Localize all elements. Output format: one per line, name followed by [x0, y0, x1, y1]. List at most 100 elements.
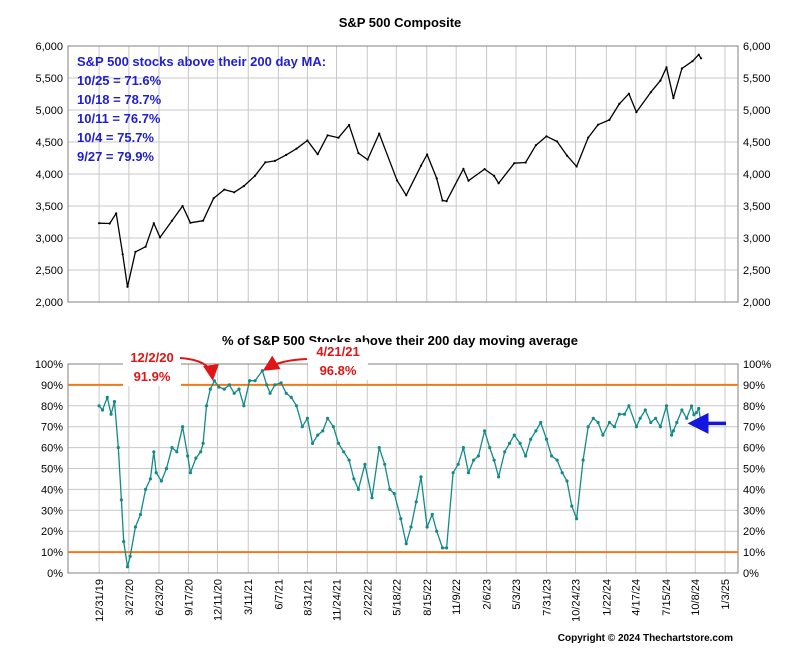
- x-tick-label: 9/17/20: [183, 579, 195, 616]
- breadth-point: [242, 404, 246, 408]
- breadth-point: [112, 400, 117, 404]
- sp500-point: [608, 118, 611, 121]
- breadth-point: [430, 512, 434, 517]
- breadth-point: [492, 458, 496, 462]
- sp500-point: [316, 153, 319, 156]
- breadth-point: [181, 425, 185, 429]
- sp500-point: [497, 182, 500, 185]
- sp500-point: [98, 222, 101, 225]
- breadth-point: [133, 525, 137, 529]
- breadth-point: [186, 454, 190, 458]
- breadth-point: [377, 446, 381, 450]
- breadth-point: [570, 504, 574, 508]
- sp500-point: [697, 53, 700, 56]
- y-tick-label-left: 10%: [41, 547, 63, 559]
- x-tick-label: 7/15/24: [661, 579, 673, 616]
- x-tick-label: 6/7/21: [273, 579, 285, 610]
- y-tick-label-right: 2,000: [743, 297, 771, 309]
- plot-frame: [67, 363, 739, 574]
- breadth-point: [692, 413, 696, 417]
- y-tick-label-left: 20%: [41, 526, 63, 538]
- x-tick-label: 4/17/24: [631, 579, 643, 616]
- y-tick-label-left: 0%: [47, 568, 63, 580]
- breadth-point: [316, 433, 320, 437]
- breadth-point: [425, 525, 429, 529]
- breadth-point: [694, 411, 698, 415]
- sp500-point: [426, 153, 429, 156]
- breadth-point: [159, 479, 163, 483]
- annotation-reading: 10/11 = 76.7%: [77, 111, 161, 126]
- breadth-point: [370, 496, 374, 500]
- breadth-point: [627, 404, 631, 408]
- sp500-point: [597, 123, 600, 126]
- sp500-point: [212, 197, 215, 200]
- copyright-text: Copyright © 2024 Thechartstore.com: [558, 633, 733, 644]
- sp500-point: [223, 188, 226, 191]
- breadth-point: [347, 458, 351, 462]
- sp500-point: [435, 177, 438, 180]
- annotation-date: 12/2/20: [130, 350, 173, 365]
- y-tick-label-right: 90%: [743, 380, 765, 392]
- breadth-point: [321, 429, 325, 433]
- sp500-point: [306, 139, 309, 142]
- sp500-point: [337, 136, 340, 139]
- breadth-point: [544, 437, 549, 441]
- sp500-point: [233, 191, 236, 194]
- breadth-point: [461, 446, 465, 450]
- y-tick-label-left: 80%: [41, 401, 63, 413]
- breadth-point: [472, 458, 476, 462]
- breadth-point: [289, 395, 293, 399]
- breadth-point: [414, 500, 418, 504]
- annotation-reading: 9/27 = 79.9%: [77, 149, 154, 164]
- breadth-point: [392, 492, 396, 496]
- sp500-point: [295, 147, 298, 150]
- breadth-point: [260, 369, 264, 373]
- breadth-point: [550, 454, 554, 458]
- breadth-point: [518, 441, 522, 445]
- sp500-point: [665, 66, 668, 69]
- breadth-point: [555, 458, 559, 462]
- x-tick-label: 5/18/22: [391, 579, 403, 616]
- breadth-point: [273, 383, 277, 387]
- breadth-point: [671, 429, 676, 433]
- breadth-point: [294, 404, 299, 408]
- breadth-point: [122, 540, 126, 544]
- breadth-point: [581, 458, 585, 462]
- y-tick-label-right: 20%: [743, 526, 765, 538]
- sp500-point: [635, 111, 638, 114]
- breadth-point: [680, 408, 684, 412]
- x-tick-label: 3/11/21: [243, 579, 255, 615]
- sp500-point: [134, 250, 137, 253]
- sp500-point: [115, 212, 118, 215]
- y-tick-label-left: 3,500: [35, 201, 63, 213]
- breadth-point: [388, 487, 392, 491]
- breadth-point: [194, 456, 198, 460]
- breadth-point: [170, 446, 174, 450]
- breadth-point: [670, 433, 674, 437]
- breadth-point: [622, 412, 627, 416]
- breadth-point: [658, 425, 663, 429]
- breadth-point: [612, 425, 617, 429]
- y-tick-label-left: 30%: [41, 505, 63, 517]
- breadth-point: [664, 404, 669, 408]
- sp500-point: [618, 102, 621, 105]
- sp500-price-line: [99, 54, 702, 288]
- y-tick-label-right: 80%: [743, 401, 765, 413]
- annotation-date: 4/21/21: [316, 344, 359, 359]
- sp500-point: [524, 161, 527, 164]
- sp500-point: [405, 194, 408, 197]
- breadth-point: [529, 437, 533, 441]
- breadth-point: [497, 475, 501, 479]
- breadth-point: [524, 454, 528, 458]
- breadth-point: [466, 471, 471, 475]
- breadth-point: [356, 487, 360, 491]
- sp500-point: [483, 168, 486, 171]
- breadth-point: [419, 475, 423, 479]
- breadth-point: [152, 450, 156, 454]
- sp500-point: [395, 179, 399, 182]
- y-tick-label-left: 100%: [35, 359, 63, 371]
- sp500-point: [242, 185, 245, 188]
- breadth-point: [336, 441, 341, 445]
